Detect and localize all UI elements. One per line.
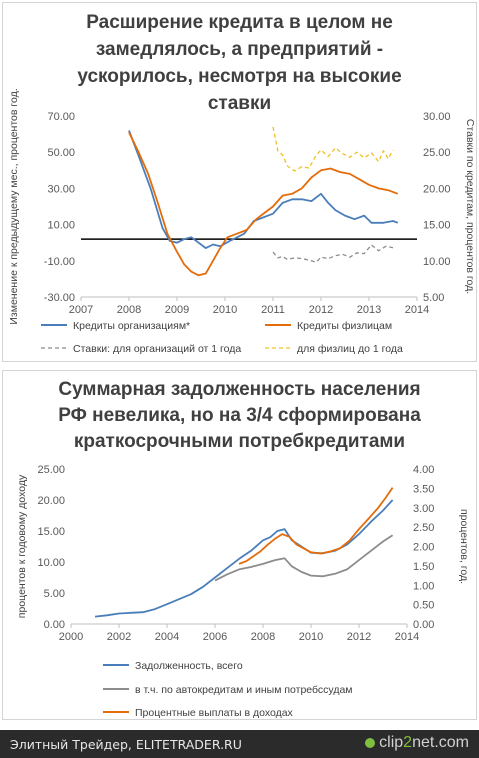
watermark-footer: Элитный Трейдер, ELITETRADER.RU clip2net… xyxy=(0,730,479,758)
y-left-tick-label: 20.00 xyxy=(37,495,65,507)
chart-title: Суммарная задолженность населения РФ нев… xyxy=(3,377,476,455)
legend-label: Кредиты физлицам xyxy=(297,320,392,332)
series-line xyxy=(214,534,394,582)
legend-label: в т.ч. по автокредитам и иным потребссуд… xyxy=(135,684,353,696)
series-line xyxy=(272,126,394,172)
y-left-tick-label: -30.00 xyxy=(44,292,75,304)
chart-title-line: Суммарная задолженность населения xyxy=(58,379,421,400)
x-tick-label: 2014 xyxy=(405,304,429,316)
chart-title: Расширение кредита в целом не замедлялос… xyxy=(3,9,476,117)
legend-label: Процентные выплаты в доходах xyxy=(135,707,294,719)
x-tick-label: 2000 xyxy=(59,631,83,643)
y-right-tick-label: 3.00 xyxy=(413,503,434,515)
y-left-tick-label: 5.00 xyxy=(44,588,65,600)
y-left-tick-label: 10.00 xyxy=(47,220,75,232)
series-line xyxy=(238,487,394,565)
y-left-tick-label: -10.00 xyxy=(44,256,75,268)
debt-chart-svg: 2000 2002 2004 2006 2008 2010 2012 2014 25.00 20.… xyxy=(16,464,470,719)
x-tick-label: 2012 xyxy=(347,631,371,643)
y-right-tick-label: 0.50 xyxy=(413,600,434,612)
x-tick-label: 2013 xyxy=(357,304,381,316)
y-right-tick-label: 1.00 xyxy=(413,580,434,592)
y-left-tick-label: 10.00 xyxy=(37,557,65,569)
x-tick-label: 2012 xyxy=(309,304,333,316)
y-left-tick-label: 70.00 xyxy=(47,111,75,123)
y-right-tick-label: 1.50 xyxy=(413,561,434,573)
chart-panel-credit: Расширение кредита в целом не замедлялос… xyxy=(2,2,477,362)
y-right-tick-label: 25.00 xyxy=(423,147,451,159)
x-tick-label: 2004 xyxy=(155,631,179,643)
source-text: Элитный Трейдер, ELITETRADER.RU xyxy=(10,737,242,752)
x-tick-label: 2009 xyxy=(165,304,189,316)
chart-title-line: ускорилось, несмотря на высокие xyxy=(77,66,402,87)
x-tick-label: 2008 xyxy=(117,304,141,316)
x-tick-label: 2007 xyxy=(69,304,93,316)
y-right-tick-label: 2.00 xyxy=(413,542,434,554)
y-right-tick-label: 10.00 xyxy=(423,256,451,268)
chart-title-line: ставки xyxy=(207,93,272,114)
y-left-tick-label: 50.00 xyxy=(47,147,75,159)
legend-label: Задолженность, всего xyxy=(135,660,243,672)
series-line xyxy=(272,244,394,263)
y-right-axis-label: Ставки по кредитам, процентов год. xyxy=(464,119,476,294)
y-left-axis-label: Изменение к предыдущему мес., процентов … xyxy=(8,88,20,324)
y-right-axis-label: процентов, год. xyxy=(458,509,470,584)
y-right-tick-label: 5.00 xyxy=(423,292,444,304)
x-tick-label: 2010 xyxy=(299,631,323,643)
x-tick-label: 2014 xyxy=(395,631,419,643)
series-line xyxy=(94,499,394,618)
y-right-tick-label: 15.00 xyxy=(423,220,451,232)
clip2net-logo: clip2net.com xyxy=(365,734,469,752)
legend-label: Кредиты организациям* xyxy=(73,320,190,332)
y-right-tick-label: 3.50 xyxy=(413,483,434,495)
logo-part: clip xyxy=(379,734,404,751)
chart-title-line: Расширение кредита в целом не xyxy=(86,12,393,33)
logo-part: net xyxy=(412,734,435,751)
series-line xyxy=(128,130,399,249)
y-left-axis-label: процентов к годовому доходу xyxy=(16,474,28,618)
y-left-tick-label: 30.00 xyxy=(47,183,75,195)
chart-panel-debt: Суммарная задолженность населения РФ нев… xyxy=(2,370,477,720)
legend-label: для физлиц до 1 года xyxy=(297,343,403,355)
y-left-tick-label: 15.00 xyxy=(37,526,65,538)
chart-title-line: РФ невелика, но на 3/4 сформирована xyxy=(58,405,421,426)
logo-part: 2 xyxy=(403,734,413,751)
y-right-tick-label: 30.00 xyxy=(423,111,451,123)
legend-label: Ставки: для организаций от 1 года xyxy=(73,343,241,355)
credit-chart-svg: 2007 2008 2009 2010 2011 2012 2013 2014 70.00 50.… xyxy=(8,88,476,355)
x-tick-label: 2011 xyxy=(261,304,285,316)
logo-dot-icon xyxy=(365,737,376,748)
y-left-tick-label: 25.00 xyxy=(37,464,65,476)
x-tick-label: 2010 xyxy=(213,304,237,316)
y-right-tick-label: 0.00 xyxy=(413,619,434,631)
chart-title-line: краткосрочными потребкредитами xyxy=(73,431,406,452)
logo-part: .com xyxy=(434,734,469,751)
y-right-tick-label: 2.50 xyxy=(413,522,434,534)
y-left-tick-label: 0.00 xyxy=(44,619,65,631)
y-right-tick-label: 4.00 xyxy=(413,464,434,476)
x-tick-label: 2008 xyxy=(251,631,275,643)
x-tick-label: 2006 xyxy=(203,631,227,643)
y-right-tick-label: 20.00 xyxy=(423,183,451,195)
chart-title-line: замедлялось, а предприятий - xyxy=(95,39,384,60)
series-line xyxy=(128,131,399,277)
x-tick-label: 2002 xyxy=(107,631,131,643)
